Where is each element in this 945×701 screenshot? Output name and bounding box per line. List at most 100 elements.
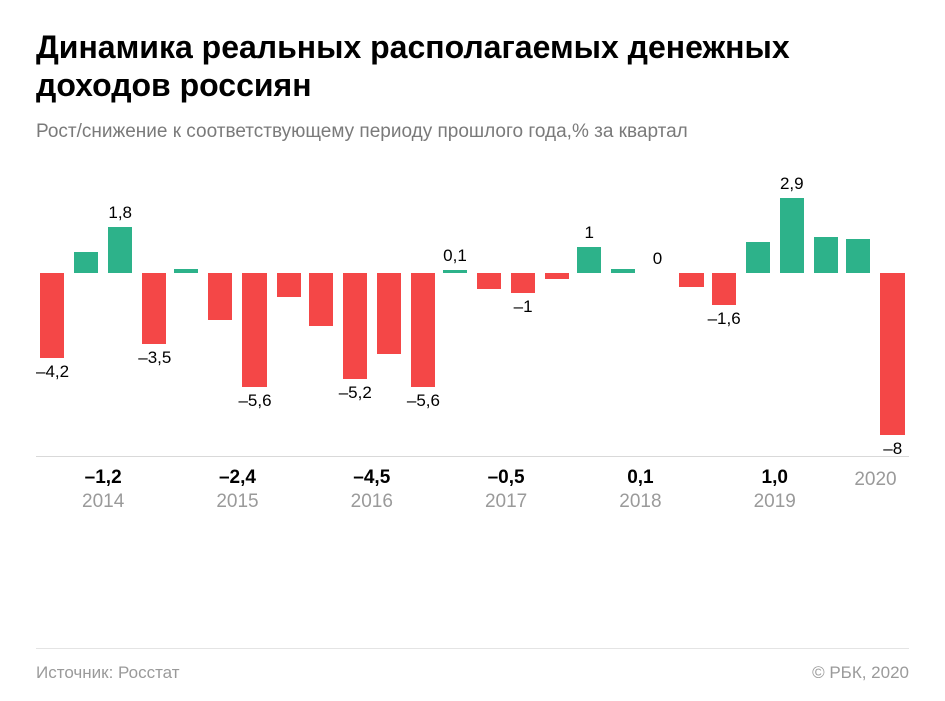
bar-positive bbox=[174, 269, 198, 273]
year-group: –5,2 –5,6 –4,52016 bbox=[305, 183, 439, 523]
bar-slot bbox=[541, 183, 573, 456]
group-year: 2019 bbox=[708, 491, 842, 513]
bar-slot: –5,6 bbox=[238, 183, 270, 456]
bar-negative bbox=[411, 273, 435, 387]
group-total: –1,2 bbox=[36, 467, 170, 489]
bar-value-label: 0 bbox=[641, 249, 673, 269]
bar-negative bbox=[712, 273, 736, 306]
year-group: –5,6 –2,42015 bbox=[170, 183, 304, 523]
bar-value-label: –1,6 bbox=[708, 309, 740, 329]
bar-value-label: –5,6 bbox=[407, 391, 439, 411]
bar-negative bbox=[477, 273, 501, 289]
bar-positive bbox=[443, 270, 467, 273]
bar-slot: –3,5 bbox=[138, 183, 170, 456]
source-label: Источник: Росстат bbox=[36, 663, 180, 683]
group-total: –2,4 bbox=[170, 467, 304, 489]
bar-value-label: –5,6 bbox=[238, 391, 270, 411]
bar-positive bbox=[74, 252, 98, 273]
bar-negative bbox=[40, 273, 64, 358]
bars-row: –4,2 1,8 –3,5 bbox=[36, 183, 170, 457]
bar-slot: 0 bbox=[641, 183, 673, 456]
year-group: –1,62,91,02019 bbox=[708, 183, 842, 523]
chart-container: –4,21,8–3,5–1,22014–5,6–2,42015–5,2–5,6–… bbox=[36, 183, 909, 583]
bar-slot: 2,9 bbox=[776, 183, 808, 456]
group-total: 0,1 bbox=[573, 467, 707, 489]
bar-slot: 1,8 bbox=[104, 183, 136, 456]
bar-slot bbox=[675, 183, 707, 456]
bar-slot: 1 bbox=[573, 183, 605, 456]
bar-negative bbox=[679, 273, 703, 287]
bars-row: –5,6 bbox=[170, 183, 304, 457]
bar-slot: –5,6 bbox=[407, 183, 439, 456]
bar-slot bbox=[742, 183, 774, 456]
bar-slot bbox=[70, 183, 102, 456]
bar-positive bbox=[780, 198, 804, 273]
bar-positive bbox=[108, 227, 132, 273]
group-footer: –2,42015 bbox=[170, 457, 304, 523]
bar-value-label: 2,9 bbox=[776, 174, 808, 194]
bar-slot: –8 bbox=[876, 183, 909, 456]
bars-row: –8 bbox=[842, 183, 909, 457]
group-year: 2016 bbox=[305, 491, 439, 513]
group-total: 1,0 bbox=[708, 467, 842, 489]
group-footer: –4,52016 bbox=[305, 457, 439, 523]
bar-value-label: –3,5 bbox=[138, 348, 170, 368]
bar-negative bbox=[242, 273, 266, 387]
group-total: –0,5 bbox=[439, 467, 573, 489]
chart-title: Динамика реальных располагаемых денежных… bbox=[36, 28, 909, 105]
bar-value-label: –8 bbox=[876, 439, 909, 459]
bar-positive bbox=[611, 269, 635, 273]
bar-value-label: 1,8 bbox=[104, 203, 136, 223]
bar-negative bbox=[545, 273, 569, 279]
bar-slot: 0,1 bbox=[439, 183, 471, 456]
bar-slot bbox=[607, 183, 639, 456]
bar-negative bbox=[511, 273, 535, 293]
bars-row: 10 bbox=[573, 183, 707, 457]
year-group: 100,12018 bbox=[573, 183, 707, 523]
bar-negative bbox=[309, 273, 333, 326]
group-year: 2018 bbox=[573, 491, 707, 513]
bar-slot: –1 bbox=[507, 183, 539, 456]
bar-value-label: 1 bbox=[573, 223, 605, 243]
group-year: 2014 bbox=[36, 491, 170, 513]
bar-slot: –4,2 bbox=[36, 183, 68, 456]
chart-footer: Источник: Росстат © РБК, 2020 bbox=[36, 648, 909, 683]
bar-positive bbox=[746, 242, 770, 273]
group-footer: 0,12018 bbox=[573, 457, 707, 523]
bar-positive bbox=[577, 247, 601, 273]
chart-subtitle: Рост/снижение к соответствующему периоду… bbox=[36, 121, 909, 143]
bar-slot: –1,6 bbox=[708, 183, 740, 456]
year-group: –8 2020 bbox=[842, 183, 909, 523]
bar-negative bbox=[142, 273, 166, 344]
group-total: –4,5 bbox=[305, 467, 439, 489]
bar-negative bbox=[277, 273, 301, 297]
bars-row: –5,2 –5,6 bbox=[305, 183, 439, 457]
group-footer: 1,02019 bbox=[708, 457, 842, 523]
bar-positive bbox=[846, 239, 871, 272]
bar-negative bbox=[343, 273, 367, 379]
group-year: 2015 bbox=[170, 491, 304, 513]
bar-slot bbox=[273, 183, 305, 456]
bar-negative bbox=[377, 273, 401, 354]
bar-slot bbox=[204, 183, 236, 456]
year-group: –4,2 1,8 –3,5 –1,22014 bbox=[36, 183, 170, 523]
bars-row: –1,6 2,9 bbox=[708, 183, 842, 457]
bar-value-label: –1 bbox=[507, 297, 539, 317]
group-footer: –1,22014 bbox=[36, 457, 170, 523]
bar-negative bbox=[880, 273, 905, 436]
group-footer: –0,52017 bbox=[439, 457, 573, 523]
bar-value-label: –4,2 bbox=[36, 362, 68, 382]
bar-slot bbox=[373, 183, 405, 456]
bar-slot: –5,2 bbox=[339, 183, 371, 456]
bar-slot bbox=[842, 183, 875, 456]
bar-positive bbox=[814, 237, 838, 273]
bar-chart: –4,21,8–3,5–1,22014–5,6–2,42015–5,2–5,6–… bbox=[36, 183, 909, 523]
bars-row: 0,1 –1 bbox=[439, 183, 573, 457]
bar-negative bbox=[208, 273, 232, 320]
bar-value-label: 0,1 bbox=[439, 246, 471, 266]
bar-slot bbox=[473, 183, 505, 456]
group-footer: 2020 bbox=[842, 457, 909, 523]
group-year: 2020 bbox=[842, 469, 909, 491]
group-year: 2017 bbox=[439, 491, 573, 513]
bar-value-label: –5,2 bbox=[339, 383, 371, 403]
